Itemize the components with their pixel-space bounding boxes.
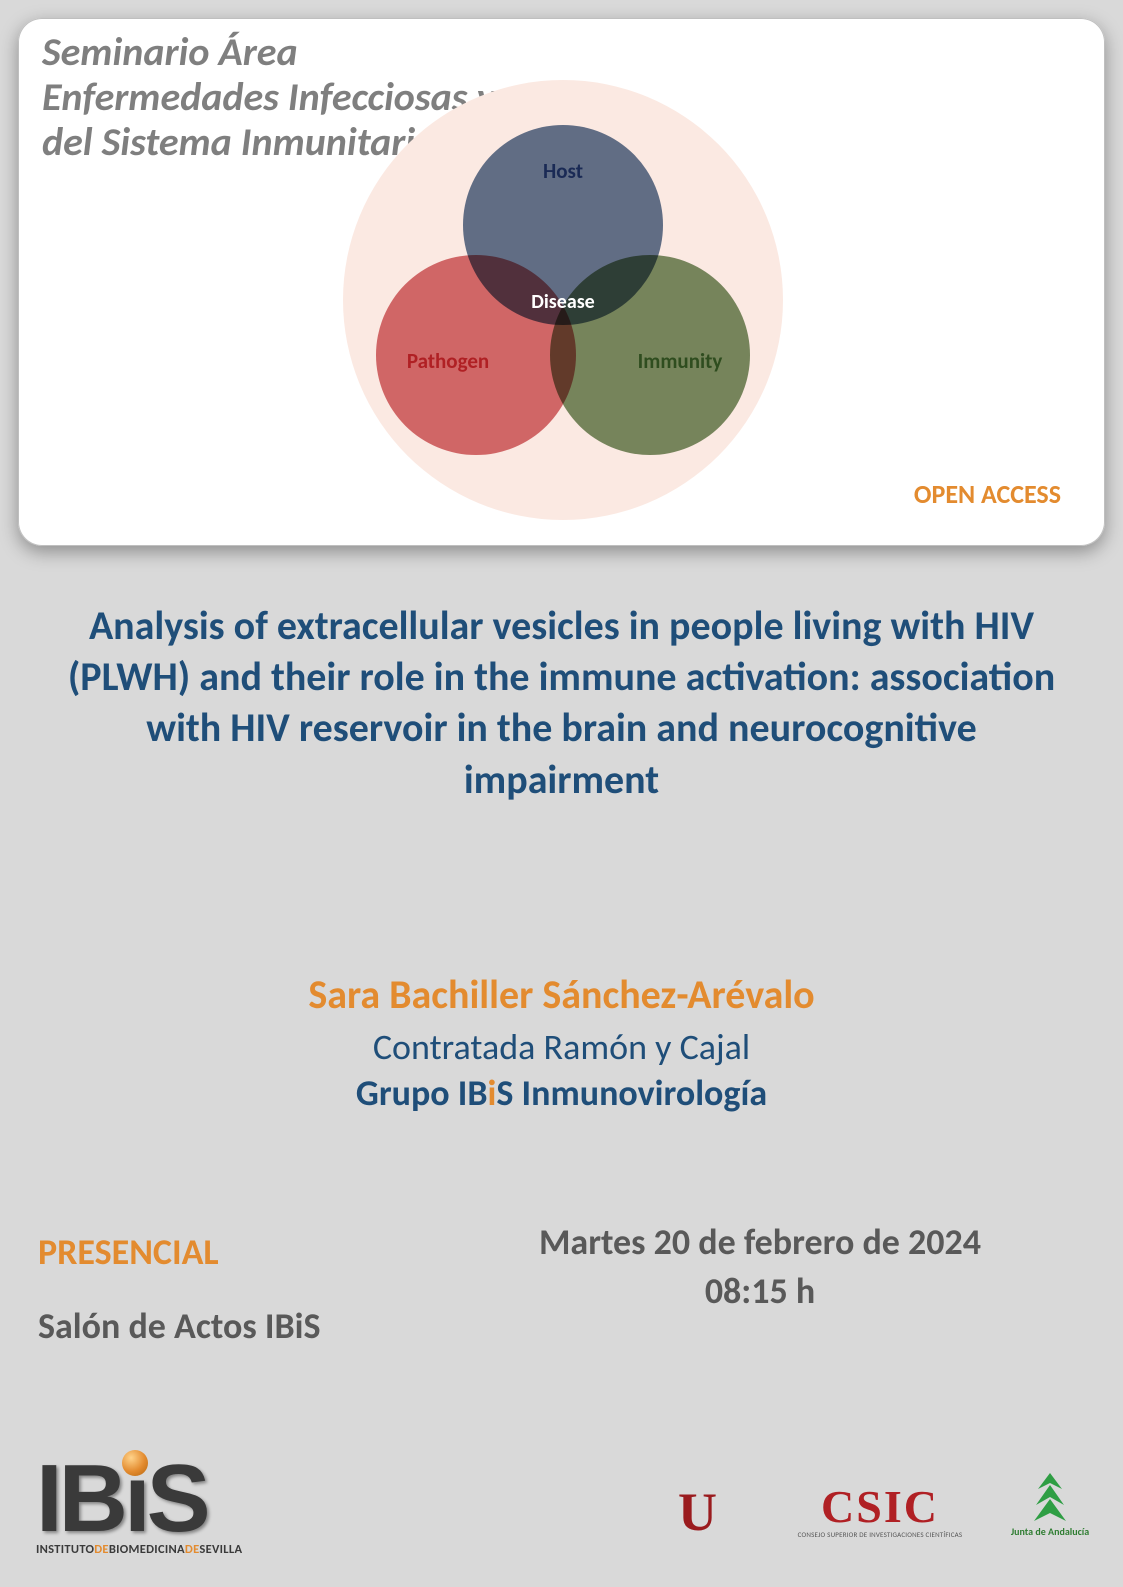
speaker-role: Contratada Ramón y Cajal <box>0 1025 1123 1069</box>
venn-label-pathogen: Pathogen <box>368 348 528 374</box>
logo-ibis-subtitle: INSTITUTODEBIOMEDICINADESEVILLA <box>36 1542 336 1557</box>
venn-diagram: Host Disease Pathogen Immunity <box>278 80 848 520</box>
speaker-group: Grupo IBiS Inmunovirología <box>0 1071 1123 1115</box>
ibis-sub-3: SEVILLA <box>199 1542 242 1557</box>
logo-junta-text: Junta de Andalucía <box>1011 1525 1089 1538</box>
attendance-mode: PRESENCIAL <box>38 1230 219 1274</box>
speaker-block: Sara Bachiller Sánchez-Arévalo Contratad… <box>0 970 1123 1115</box>
logo-csic-sub: CONSEJO SUPERIOR DE INVESTIGACIONES CIEN… <box>798 1530 963 1539</box>
logo-csic: CSIC CONSEJO SUPERIOR DE INVESTIGACIONES… <box>770 1474 990 1549</box>
event-time: 08:15 h <box>420 1267 1100 1316</box>
logo-universidad-sevilla: U <box>640 1474 755 1549</box>
group-suffix: S Inmunovirología <box>496 1071 767 1115</box>
logo-ibis-word: IBıS <box>36 1458 336 1540</box>
talk-title: Analysis of extracellular vesicles in pe… <box>60 600 1063 805</box>
ibis-sub-1: INSTITUTO <box>36 1542 94 1557</box>
venn-label-immunity: Immunity <box>600 348 760 374</box>
junta-icon <box>1030 1471 1070 1521</box>
speaker-name: Sara Bachiller Sánchez-Arévalo <box>0 970 1123 1019</box>
event-date: Martes 20 de febrero de 2024 <box>420 1218 1100 1267</box>
logo-row: IBıS INSTITUTODEBIOMEDICINADESEVILLA U C… <box>0 1397 1123 1557</box>
datetime-block: Martes 20 de febrero de 2024 08:15 h <box>420 1218 1100 1315</box>
venn-label-disease: Disease <box>278 290 848 314</box>
venue-label: Salón de Actos IBiS <box>38 1304 321 1348</box>
ibis-sub-de1: DE <box>94 1542 109 1557</box>
venn-label-host: Host <box>278 158 848 184</box>
header-panel: Seminario ÁreaEnfermedades Infecciosas y… <box>18 18 1105 546</box>
logo-ibis: IBıS INSTITUTODEBIOMEDICINADESEVILLA <box>36 1458 336 1557</box>
logo-junta-andalucia: Junta de Andalucía <box>1000 1459 1100 1549</box>
group-prefix: Grupo IB <box>356 1071 488 1115</box>
ibis-sub-de2: DE <box>185 1542 199 1557</box>
logo-us-glyph: U <box>678 1485 717 1539</box>
logo-csic-word: CSIC <box>821 1484 939 1530</box>
open-access-badge: OPEN ACCESS <box>914 478 1061 510</box>
